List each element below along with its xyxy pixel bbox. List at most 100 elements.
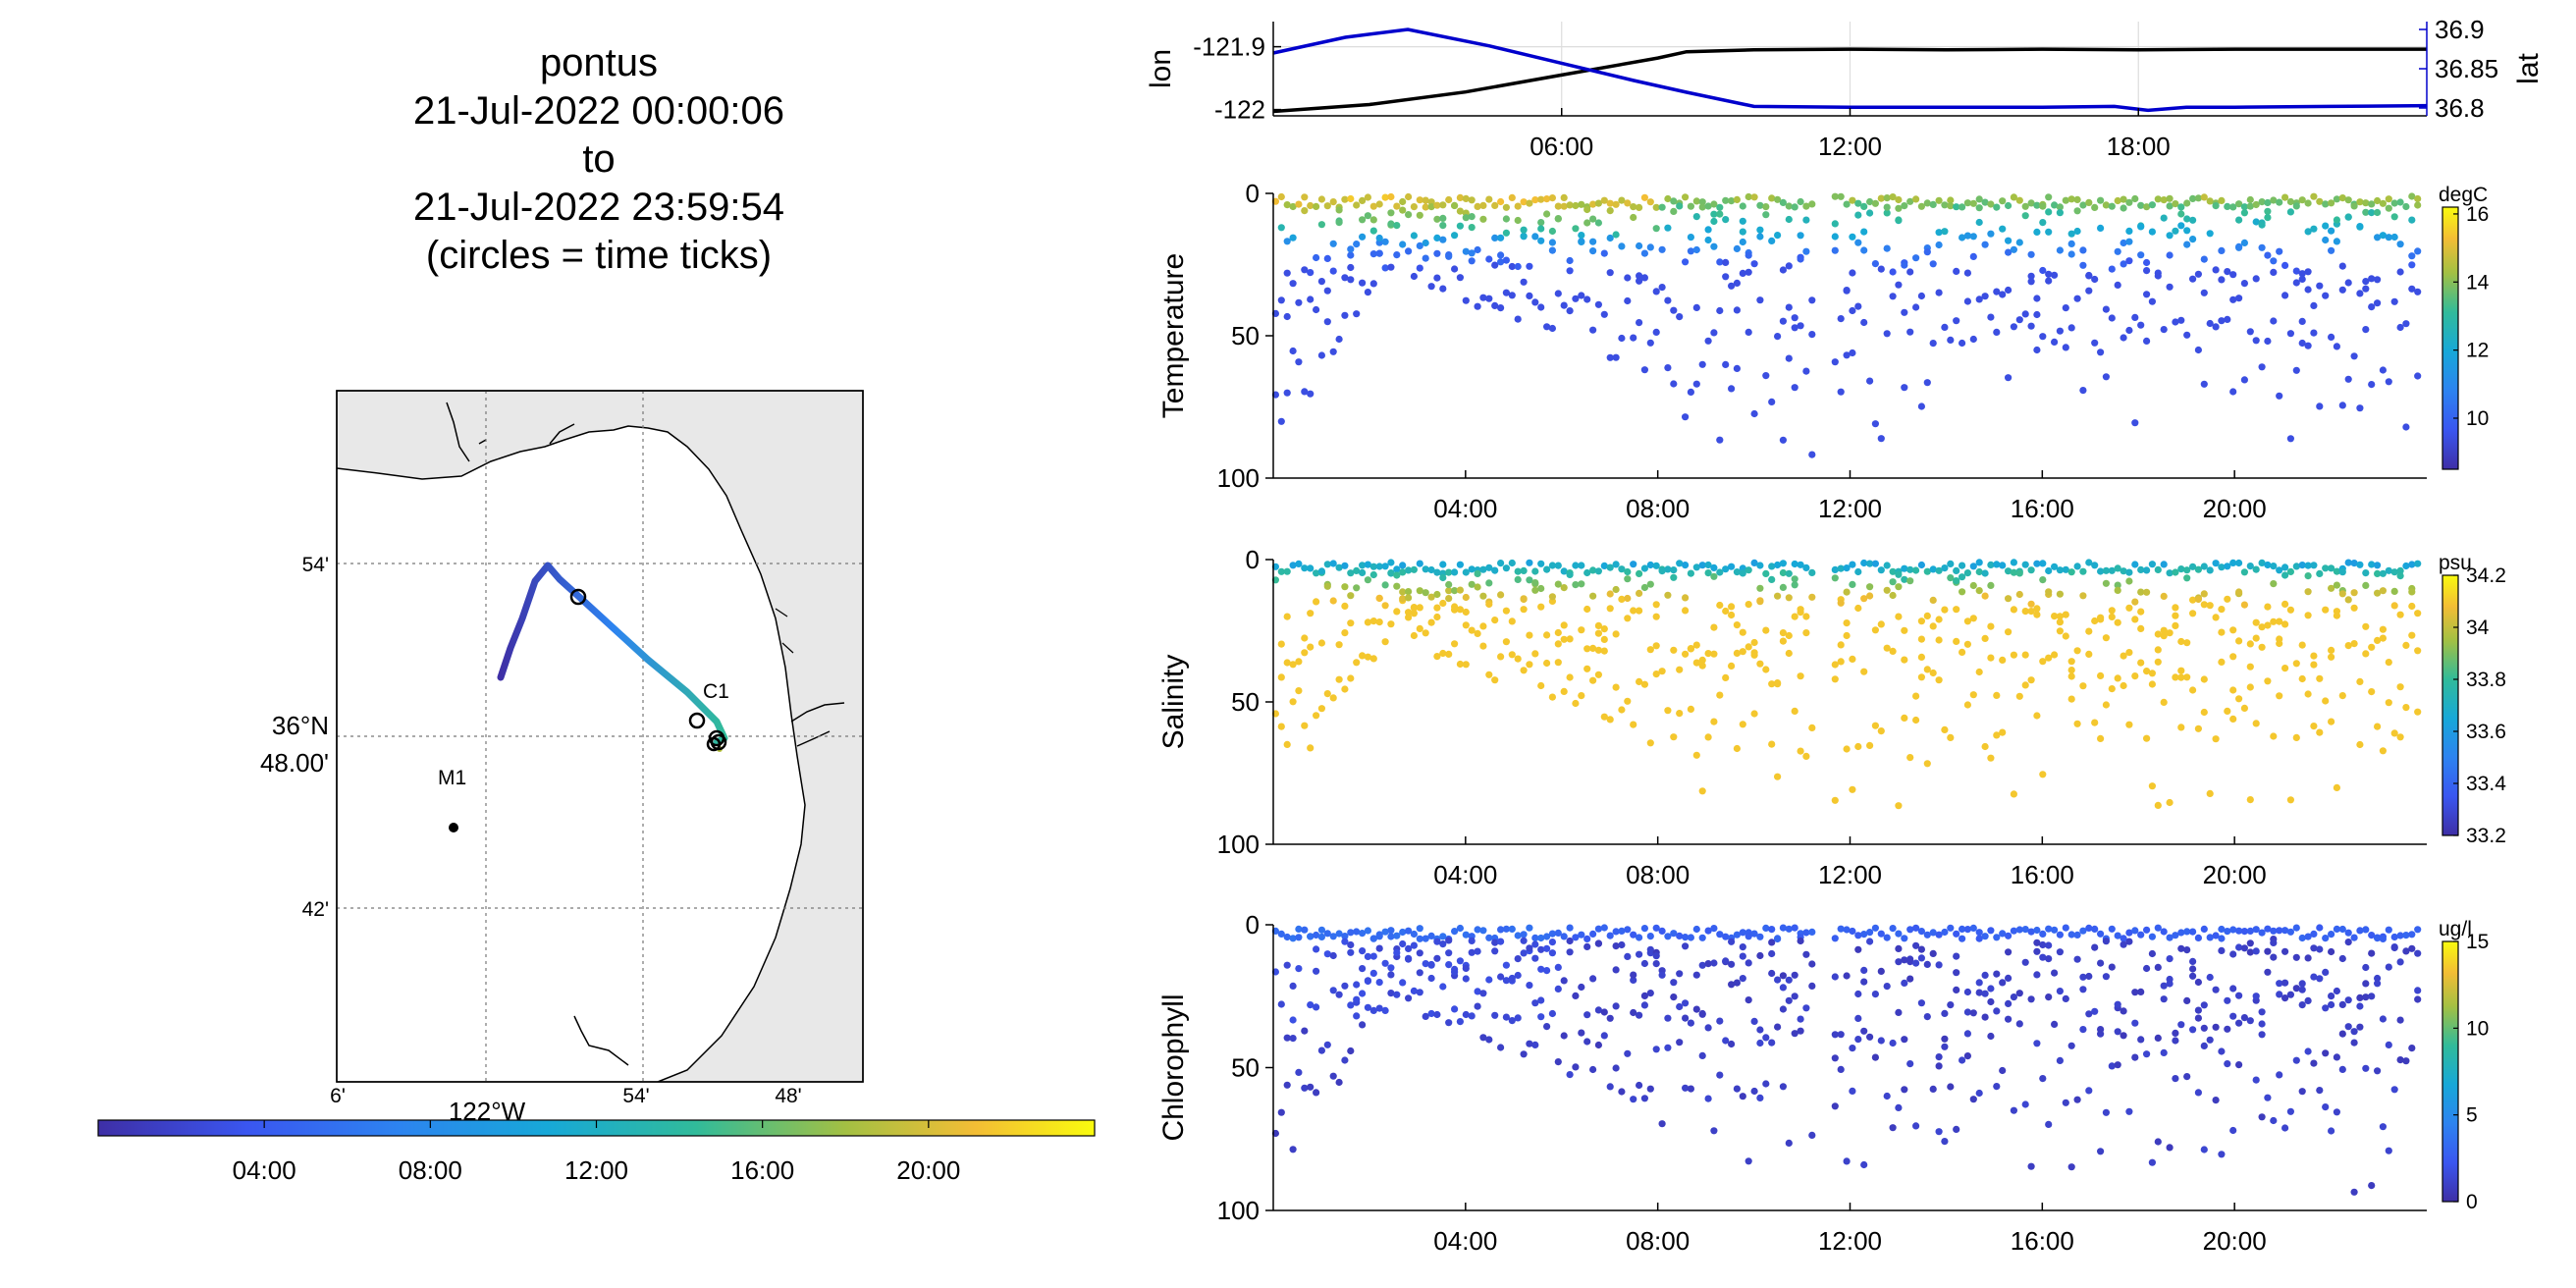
salinity-point <box>1646 646 1654 654</box>
salinity-point <box>1774 592 1782 600</box>
chlorophyll-point <box>1341 1056 1349 1064</box>
chlorophyll-point <box>1439 933 1447 940</box>
salinity-point <box>2033 712 2041 720</box>
salinity-point <box>2120 681 2127 690</box>
chlorophyll-point <box>2085 1010 2093 1018</box>
salinity-point <box>2235 588 2243 596</box>
chlorophyll-point <box>1295 925 1303 934</box>
chlorophyll-point <box>1866 929 1874 937</box>
temperature-point <box>2108 265 2116 273</box>
salinity-point <box>2148 782 2156 790</box>
temperature-point <box>2333 216 2340 224</box>
temperature-point <box>1831 358 1839 366</box>
salinity-point <box>2310 723 2318 730</box>
temperature-point <box>1474 302 1481 310</box>
salinity-point <box>2252 565 2260 573</box>
temperature-point <box>2154 272 2162 280</box>
temperature-point <box>2120 260 2127 268</box>
chlorophyll-point <box>2402 947 2410 955</box>
temperature-point <box>2356 223 2364 231</box>
salinity-point <box>2200 601 2208 609</box>
start-time: 21-Jul-2022 00:00:06 <box>412 89 785 133</box>
salinity-point <box>1664 707 1672 715</box>
chlorophyll-point <box>1935 961 1943 969</box>
chlorophyll-point <box>1837 1065 1845 1073</box>
temperature-point <box>1883 209 1891 217</box>
salinity-point <box>1779 560 1787 567</box>
chlorophyll-point <box>1993 1007 2001 1015</box>
temperature-point <box>1589 215 1597 223</box>
chlorophyll-point <box>2276 991 2283 998</box>
temperature-point <box>1369 227 1377 235</box>
temperature-point <box>1537 195 1545 203</box>
salinity-point <box>1289 562 1297 569</box>
chlorophyll-point <box>1353 995 1361 1003</box>
chlorophyll-point <box>2033 939 2041 946</box>
salinity-point <box>2281 600 2289 609</box>
temperature-point <box>1399 206 1407 214</box>
temperature-point <box>2125 238 2133 245</box>
chlorophyll-point <box>1860 978 1868 986</box>
chlorophyll-point <box>2039 953 2047 961</box>
chlorophyll-point <box>1583 1038 1591 1046</box>
chlorophyll-point <box>1630 971 1637 979</box>
temperature-point <box>1537 219 1545 227</box>
temperature-point <box>2172 200 2179 208</box>
salinity-point <box>1636 589 1643 598</box>
temperature-point <box>1317 221 1325 229</box>
salinity-point <box>2021 608 2029 616</box>
chlorophyll-point <box>2091 1007 2099 1015</box>
chlorophyll-point <box>2160 1048 2168 1056</box>
chlorophyll-point <box>1901 956 1908 964</box>
temperature-point <box>1427 283 1435 291</box>
chlorophyll-point <box>1554 985 1562 993</box>
chlorophyll-point <box>2298 980 2306 988</box>
temperature-point <box>1422 196 1429 204</box>
temperature-point <box>1341 311 1349 319</box>
temperature-point <box>1410 203 1418 211</box>
chlorophyll-point <box>1606 932 1614 939</box>
salinity-point <box>2189 686 2197 694</box>
chlorophyll-point <box>1341 933 1349 940</box>
chlorophyll-point <box>2033 971 2041 979</box>
chlorophyll-point <box>1716 931 1724 939</box>
chlorophyll-point <box>1543 944 1551 952</box>
chlorophyll-point <box>2240 928 2248 936</box>
salinity-point <box>1323 690 1331 698</box>
temperature-point <box>1692 197 1700 205</box>
temperature-point <box>1375 234 1383 242</box>
temperature-point <box>2183 227 2191 235</box>
salinity-point <box>1687 569 1694 577</box>
temperature-point <box>1871 199 1879 207</box>
temperature-point <box>1710 329 1718 337</box>
temperature-point <box>1502 256 1510 264</box>
temperature-point <box>1572 295 1580 302</box>
salinity-colorbar-tick-label: 34.2 <box>2466 564 2506 587</box>
chlorophyll-point <box>1630 931 1637 939</box>
salinity-point <box>2246 563 2254 570</box>
salinity-point <box>1624 615 1632 622</box>
chlorophyll-point <box>1531 954 1539 962</box>
chlorophyll-point <box>1485 934 1493 941</box>
salinity-point <box>2333 581 2340 589</box>
chlorophyll-point <box>1808 1131 1816 1139</box>
chlorophyll-point <box>1733 931 1741 939</box>
temperature-colorbar-tick-label: 10 <box>2466 407 2489 430</box>
chlorophyll-point <box>1963 1052 1971 1060</box>
salinity-point <box>1618 565 1626 573</box>
chlorophyll-point <box>2172 1029 2179 1037</box>
temperature-point <box>1883 194 1891 202</box>
temperature-point <box>2027 322 2035 330</box>
temperature-point <box>2200 193 2208 201</box>
salinity-point <box>1329 597 1337 605</box>
chlorophyll-point <box>1744 959 1752 967</box>
temperature-point <box>1307 201 1315 210</box>
salinity-point <box>2067 667 2075 674</box>
chlorophyll-point <box>1935 1053 1943 1061</box>
map-lat-tick: 54' <box>302 554 329 576</box>
chlorophyll-point <box>1652 1046 1660 1053</box>
salinity-point <box>1347 592 1355 600</box>
salinity-point <box>2374 636 2382 645</box>
chlorophyll-point <box>1381 928 1389 936</box>
temperature-point <box>2194 346 2202 354</box>
